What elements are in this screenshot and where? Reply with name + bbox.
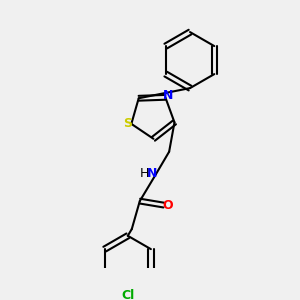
Text: Cl: Cl (121, 289, 134, 300)
Text: N: N (164, 89, 174, 103)
Text: H: H (140, 167, 149, 180)
Text: N: N (147, 167, 157, 180)
Text: O: O (163, 199, 173, 212)
Text: S: S (123, 117, 132, 130)
